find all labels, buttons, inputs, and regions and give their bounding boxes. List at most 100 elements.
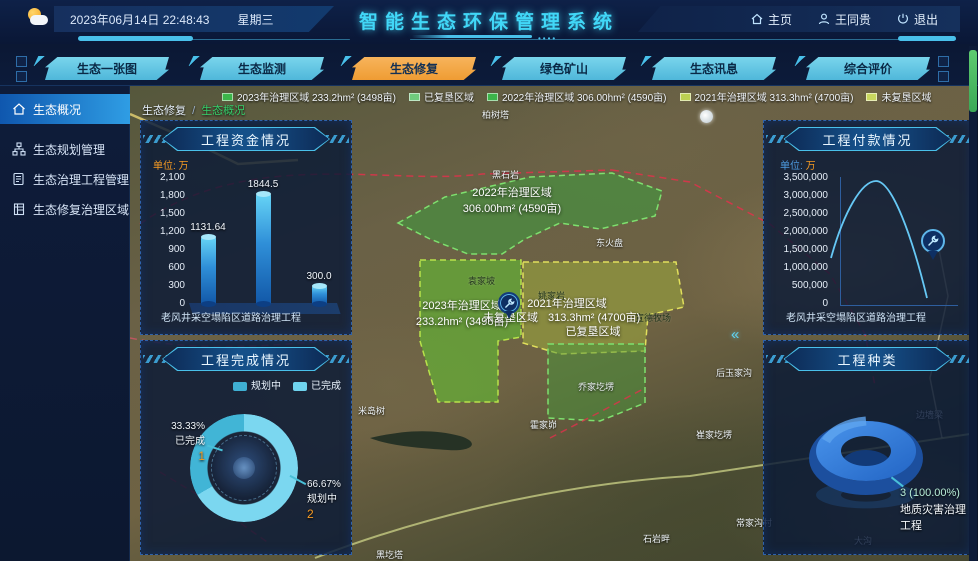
legend-item-planning[interactable]: 规划中: [233, 377, 281, 392]
title-underline: [412, 35, 532, 38]
unit-label: 单位: 万: [153, 161, 189, 172]
legend-item-reclaimed[interactable]: 已复垦区域: [408, 89, 474, 104]
user-link[interactable]: 王同贵: [818, 11, 871, 28]
header-underline-right: [898, 36, 956, 41]
map-poi-marker[interactable]: [700, 110, 713, 123]
region-reclaimed-polygon[interactable]: [547, 343, 646, 422]
logout-link[interactable]: 退出: [897, 11, 938, 28]
sidebar-item-eco-overview[interactable]: 生态概况: [0, 94, 130, 124]
tab-tick: [794, 56, 808, 66]
region-2021-polygon[interactable]: [522, 261, 685, 355]
nav-deco-square: [938, 56, 949, 67]
y-tick: 2,000,000: [783, 226, 829, 237]
sidebar-item-label: 生态概况: [33, 102, 82, 117]
panel-title: 工程种类: [837, 352, 898, 368]
y-tick: 600: [168, 262, 185, 273]
collapse-right-panels-button[interactable]: «: [731, 326, 740, 343]
map-label: 乔家圪塄: [578, 382, 615, 392]
chevron-down-icon[interactable]: ∨: [115, 173, 122, 184]
bar-project-3[interactable]: [312, 283, 327, 307]
y-tick: 1,000,000: [783, 262, 829, 273]
legend-item-completed[interactable]: 已完成: [293, 377, 341, 392]
tab-evaluation[interactable]: 综合评价: [806, 57, 930, 80]
document-edit-icon: [13, 172, 24, 186]
region-area: 313.3hm² (4700亩): [548, 312, 641, 324]
y-tick: 300: [168, 280, 185, 291]
bar-base: [201, 301, 216, 307]
donut-center-decoration: [211, 435, 277, 501]
home-icon: [13, 103, 25, 115]
tab-label: 绿色矿山: [539, 62, 588, 76]
panel-title-wing: [939, 355, 969, 363]
region-2023-polygon[interactable]: [419, 259, 522, 403]
region-2022-polygon[interactable]: [396, 172, 663, 255]
legend-swatch: [293, 381, 307, 391]
tab-tick: [490, 56, 504, 66]
tab-eco-monitor[interactable]: 生态监测: [200, 57, 324, 80]
panel-title-wing: [319, 135, 349, 143]
panel-title-wing: [939, 135, 969, 143]
map-label: 米岛树: [358, 406, 386, 416]
title-dots: ••••: [538, 34, 557, 43]
bar-project-2[interactable]: [256, 191, 271, 307]
tab-label: 综合评价: [843, 62, 892, 76]
x-axis-label: 老风井采空塌陷区道路治理工程: [786, 313, 926, 324]
tab-eco-map[interactable]: 生态一张图: [45, 57, 169, 80]
map-label: 崔家圪塄: [696, 430, 733, 440]
legend-label: 规划中: [251, 381, 281, 392]
panel-title: 工程完成情况: [200, 352, 291, 368]
map-label: 黑石岩: [492, 170, 520, 180]
y-axis-line: [840, 177, 841, 305]
legend-swatch: [486, 92, 498, 101]
map-label: 石岩畔: [643, 534, 671, 544]
tab-eco-news[interactable]: 生态讯息: [652, 57, 776, 80]
legend-item-unreclaimed[interactable]: 未复垦区域: [866, 89, 931, 104]
legend-item-2022[interactable]: 2022年治理区域 306.00hm² (4590亩): [486, 89, 667, 104]
legend-item-2021[interactable]: 2021年治理区域 313.3hm² (4700亩): [679, 89, 853, 104]
clipboard-icon: [13, 203, 25, 216]
sidebar-item-restoration-areas[interactable]: 生态修复治理区域: [0, 194, 130, 224]
nav-deco-square: [938, 71, 949, 82]
project-pin[interactable]: [921, 229, 945, 261]
project-pin[interactable]: [498, 292, 520, 320]
panel-title-frame: 工程付款情况: [783, 127, 952, 151]
region-label-2021-area: 313.3hm² (4700亩): [548, 309, 640, 325]
sidebar-item-eco-planning[interactable]: 生态规划管理: [0, 134, 130, 164]
tab-tick: [33, 56, 47, 66]
bar-cap: [256, 191, 271, 197]
user-name: 王同贵: [834, 12, 871, 27]
tab-green-mine[interactable]: 绿色矿山: [502, 57, 626, 80]
sitemap-icon: [12, 142, 26, 156]
callout-completed: 33.33% 已完成 1: [145, 419, 205, 464]
scrollbar-track[interactable]: [969, 46, 977, 561]
breadcrumb-current[interactable]: 生态概况: [201, 105, 246, 117]
tab-eco-restore[interactable]: 生态修复: [352, 57, 476, 80]
sidebar-item-label: 生态修复治理区域: [33, 202, 130, 217]
legend-label: 2023年治理区域 233.2hm² (3498亩): [237, 93, 396, 104]
region-label-2023: 2023年治理区域 233.2hm² (3498亩): [392, 297, 532, 329]
wrench-icon: [504, 297, 515, 308]
types-3d-donut-chart[interactable]: [782, 393, 954, 553]
region-area: 306.00hm² (4590亩): [462, 203, 562, 215]
sidebar-item-treatment-projects[interactable]: 生态治理工程管理 ∨: [0, 164, 130, 194]
bar-project-1[interactable]: [201, 234, 216, 307]
callout-value: 1: [198, 449, 205, 463]
chart-legend: 规划中 已完成: [233, 377, 341, 392]
payment-curve-chart[interactable]: [804, 161, 964, 311]
callout-planning: 66.67% 规划中 2: [307, 477, 341, 522]
scrollbar-thumb[interactable]: [969, 50, 977, 112]
x-axis-label: 老风井采空塌陷区道路治理工程: [161, 313, 301, 324]
legend-label: 未复垦区域: [881, 93, 932, 104]
unit-prefix: 单位:: [780, 161, 803, 172]
nav-deco-square: [16, 56, 27, 67]
home-link[interactable]: 主页: [751, 11, 792, 28]
legend-swatch: [866, 92, 878, 101]
map-label: 常家沟村: [736, 518, 773, 528]
map-label: 柏树塔: [482, 110, 510, 120]
panel-title-wing: [143, 355, 173, 363]
legend-item-2023[interactable]: 2023年治理区域 233.2hm² (3498亩): [222, 89, 396, 104]
map-overlay-graphics: [130, 112, 970, 559]
region-name: 2022年治理区域: [472, 187, 552, 199]
breadcrumb-section[interactable]: 生态修复: [142, 105, 186, 117]
